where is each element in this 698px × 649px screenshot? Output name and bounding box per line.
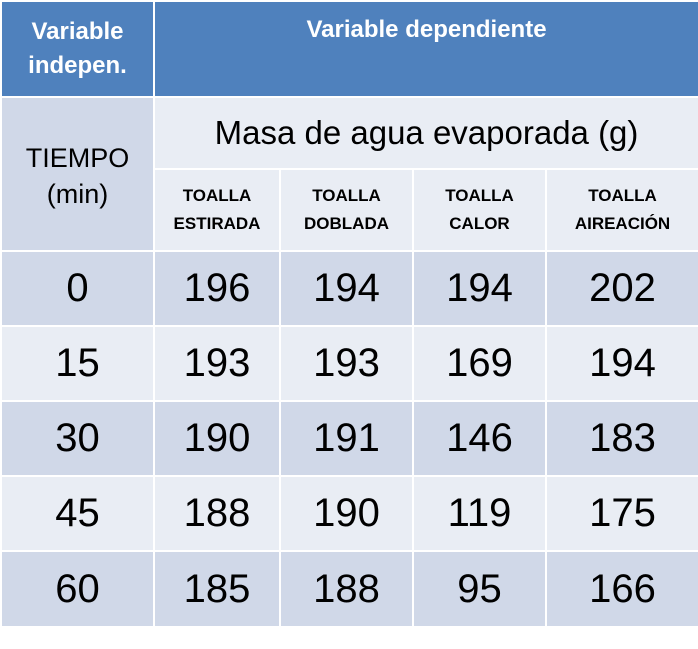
measure-row: TIEMPO (min) Masa de agua evaporada (g) xyxy=(0,96,698,252)
data-table: Variable indepen. Variable dependiente T… xyxy=(0,0,698,628)
independent-variable-header: Variable indepen. xyxy=(0,0,155,98)
independent-header-line1: Variable xyxy=(31,18,124,45)
header-row: Variable indepen. Variable dependiente xyxy=(0,0,698,98)
value-cell: 196 xyxy=(153,250,281,327)
time-cell: 15 xyxy=(0,325,155,402)
value-cell: 185 xyxy=(153,550,281,628)
table-row: 60 185 188 95 166 xyxy=(0,550,698,628)
time-cell: 30 xyxy=(0,400,155,477)
value-cell: 191 xyxy=(279,400,414,477)
measure-header: Masa de agua evaporada (g) xyxy=(152,96,698,170)
independent-header-line2: indepen. xyxy=(28,52,127,79)
table-row: 15 193 193 169 194 xyxy=(0,325,698,402)
time-cell: 45 xyxy=(0,475,155,552)
dependent-variable-header: Variable dependiente xyxy=(152,0,698,98)
time-cell: 0 xyxy=(0,250,155,327)
value-cell: 169 xyxy=(412,325,547,402)
column-header-line2: CALOR xyxy=(449,214,510,233)
value-cell: 194 xyxy=(412,250,547,327)
time-header-line1: TIEMPO xyxy=(25,143,130,173)
subheader-row: TOALLA ESTIRADA TOALLA DOBLADA TOALLA CA… xyxy=(1,168,698,252)
value-cell: 166 xyxy=(544,550,698,628)
column-header-calor: TOALLA CALOR xyxy=(412,168,547,252)
table-row: 0 196 194 194 202 xyxy=(0,250,698,327)
value-cell: 202 xyxy=(544,250,698,327)
value-cell: 183 xyxy=(544,400,698,477)
column-header-line1: TOALLA xyxy=(182,186,252,205)
value-cell: 190 xyxy=(279,475,414,552)
value-cell: 190 xyxy=(153,400,281,477)
table-row: 45 188 190 119 175 xyxy=(0,475,698,552)
value-cell: 119 xyxy=(412,475,547,552)
column-header-line1: TOALLA xyxy=(588,186,657,205)
value-cell: 175 xyxy=(544,475,698,552)
value-cell: 194 xyxy=(544,325,698,402)
value-cell: 146 xyxy=(412,400,547,477)
time-column-header: TIEMPO (min) xyxy=(0,96,155,252)
value-cell: 193 xyxy=(279,325,414,402)
value-cell: 188 xyxy=(153,475,281,552)
value-cell: 194 xyxy=(279,250,414,327)
column-header-aireacion: TOALLA AIREACIÓN xyxy=(544,168,698,252)
value-cell: 188 xyxy=(279,550,414,628)
column-header-line2: DOBLADA xyxy=(304,214,389,233)
column-header-estirada: TOALLA ESTIRADA xyxy=(153,168,281,252)
value-cell: 95 xyxy=(412,550,547,628)
time-header-line2: (min) xyxy=(46,179,109,209)
value-cell: 193 xyxy=(153,325,281,402)
column-header-line2: ESTIRADA xyxy=(173,214,261,233)
column-header-line2: AIREACIÓN xyxy=(574,214,671,233)
column-header-line1: TOALLA xyxy=(445,186,514,205)
time-cell: 60 xyxy=(0,550,155,628)
column-header-doblada: TOALLA DOBLADA xyxy=(279,168,414,252)
table-row: 30 190 191 146 183 xyxy=(0,400,698,477)
column-header-line1: TOALLA xyxy=(312,186,381,205)
